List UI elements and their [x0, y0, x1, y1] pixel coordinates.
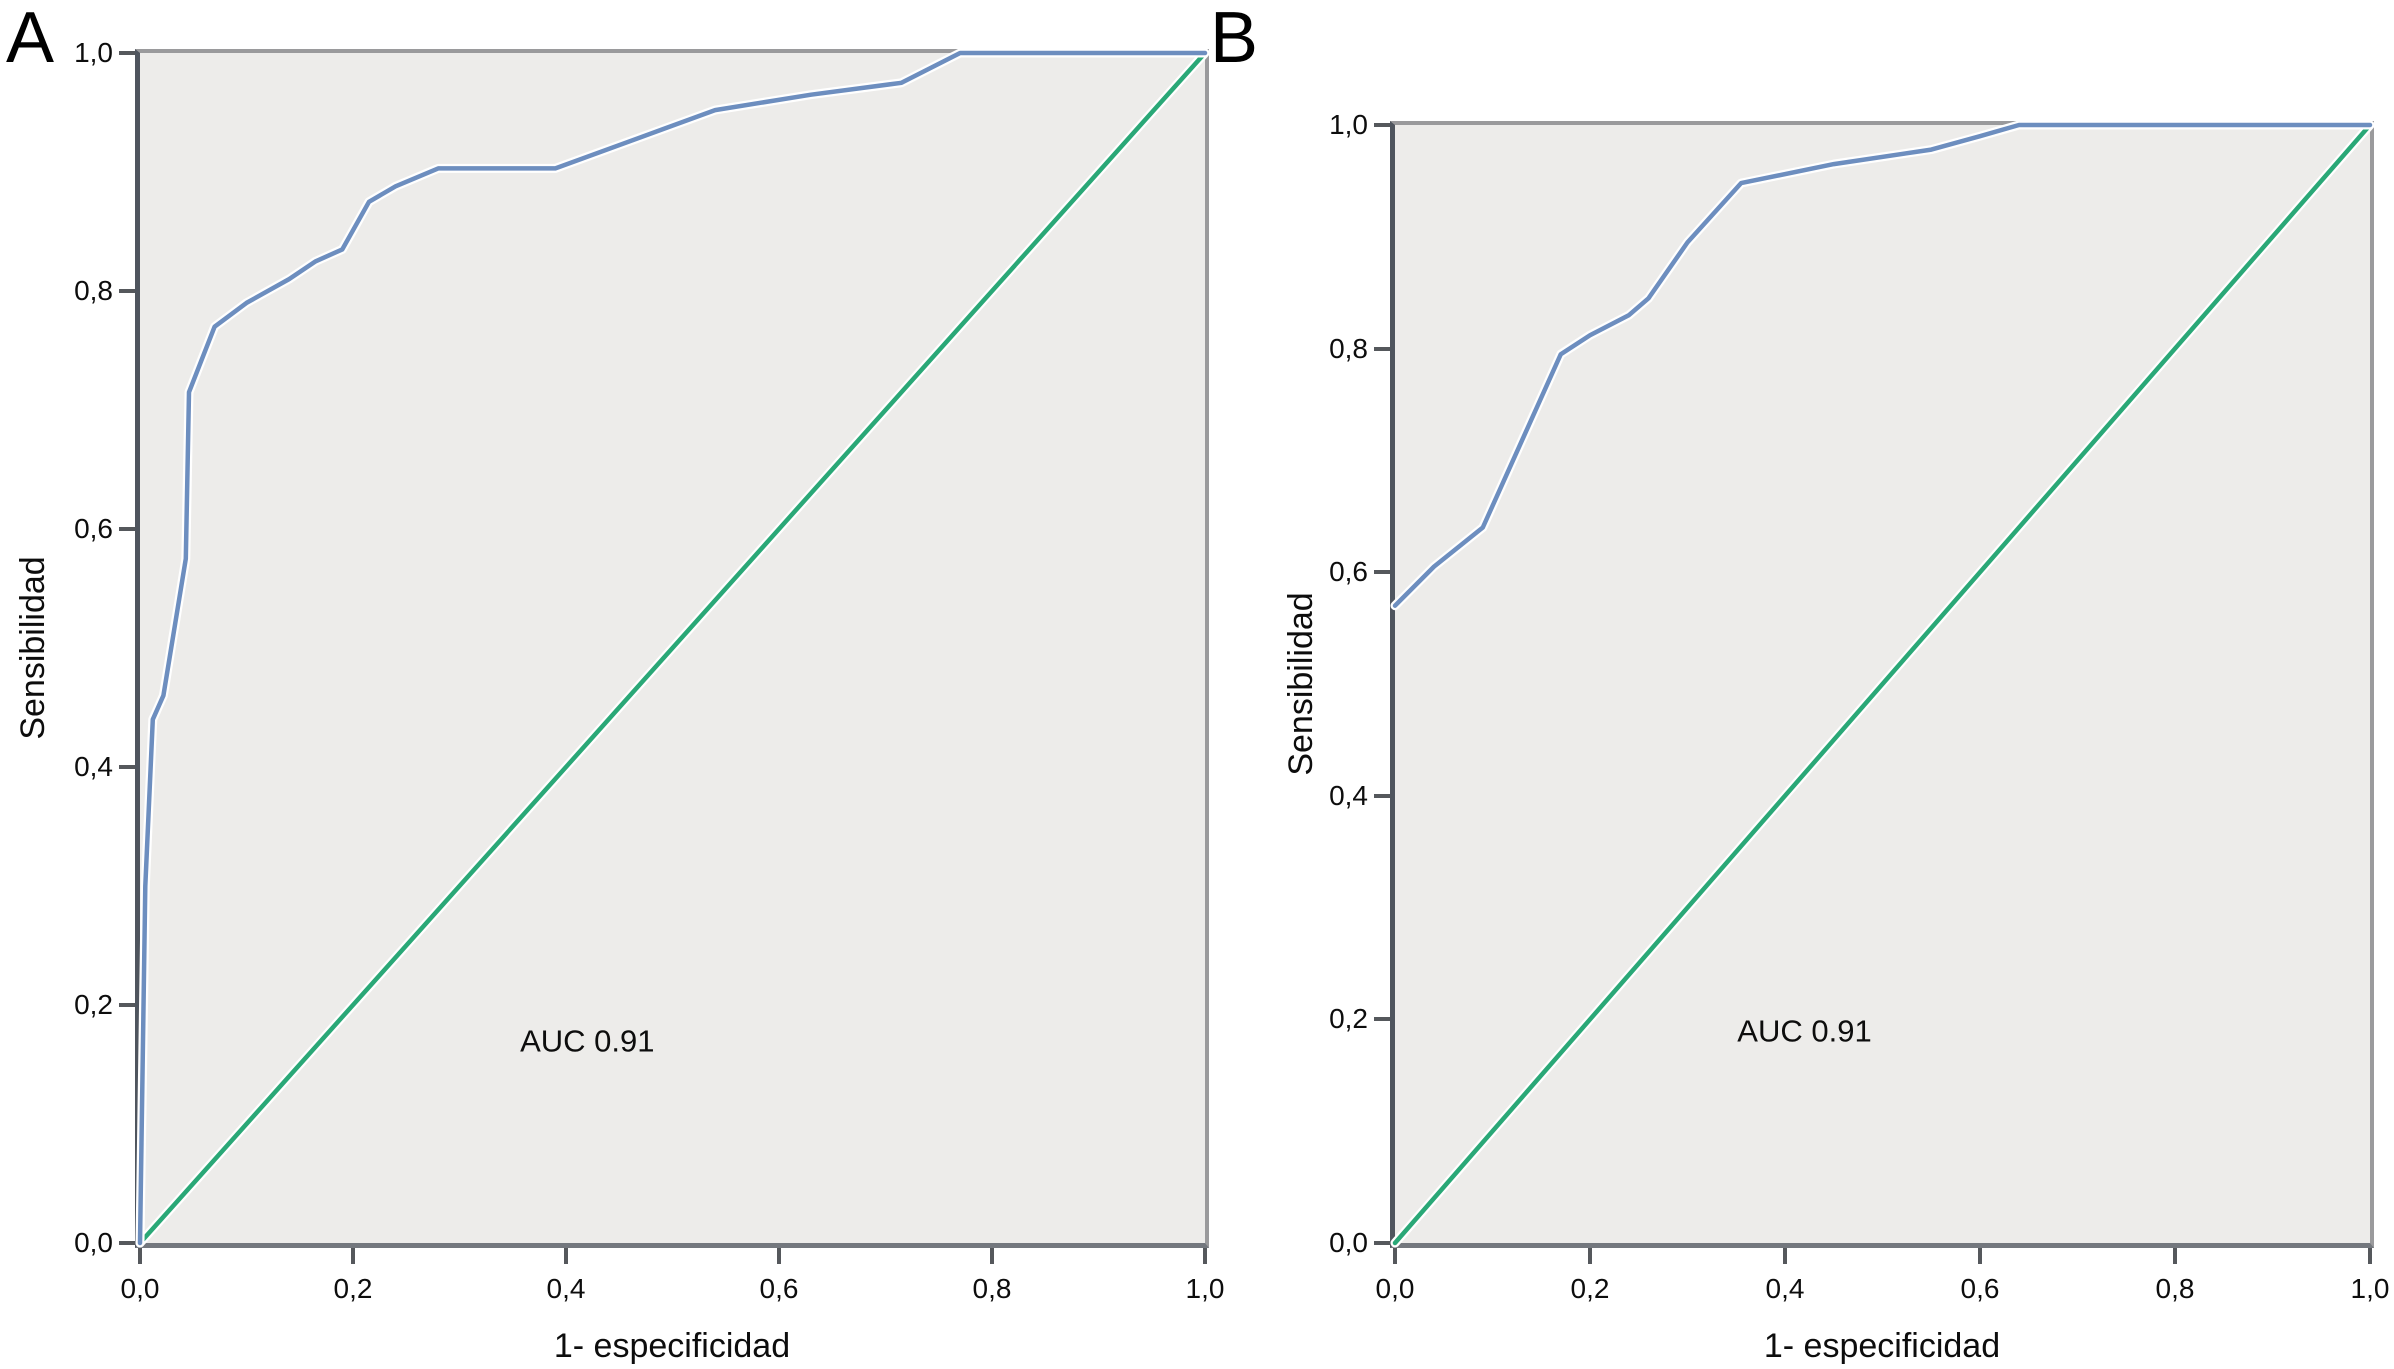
- panel-a-x-tick-mark: [351, 1248, 355, 1264]
- panel-a-y-tick-mark: [119, 289, 135, 293]
- panel-a-y-tick-mark: [119, 1003, 135, 1007]
- panel-a-y-tick-label: 0,4: [74, 751, 113, 782]
- panel-b-x-tick-mark: [2368, 1248, 2372, 1264]
- panel-a-x-axis-title: 1- especificidad: [553, 1327, 791, 1365]
- panel-b-y-tick-mark: [1374, 123, 1390, 127]
- roc-chart-b: [1390, 120, 2375, 1248]
- panel-b-x-tick-label: 0,8: [2155, 1273, 2195, 1304]
- panel-b-y-tick-mark: [1374, 1017, 1390, 1022]
- panel-a-x-tick-label: 0,0: [120, 1273, 160, 1304]
- panel-a-plot-area: [135, 48, 1210, 1248]
- panel-b-y-tick-mark: [1374, 570, 1390, 575]
- panel-a-x-tick-label: 0,4: [546, 1273, 586, 1304]
- panel-b-x-axis-title: 1- especificidad: [1763, 1327, 2001, 1365]
- reference-diagonal: [137, 50, 1208, 1246]
- panel-a-x-tick-label: 0,6: [759, 1273, 799, 1304]
- reference-diagonal: [1392, 122, 2373, 1246]
- panel-a-y-tick-mark: [119, 51, 135, 55]
- panel-b-x-tick-mark: [1393, 1248, 1397, 1264]
- panel-b-y-tick-label: 0,8: [1329, 332, 1368, 364]
- panel-b-y-tick-label: 0,6: [1329, 556, 1368, 588]
- panel-a-x-tick-mark: [1203, 1248, 1207, 1264]
- panel-a-y-tick-label: 0,8: [74, 275, 113, 306]
- panel-b-y-tick-mark: [1374, 793, 1390, 798]
- panel-a-y-tick-mark: [119, 527, 135, 531]
- panel-b-y-tick-label: 1,0: [1329, 109, 1368, 140]
- panel-b-x-tick-label: 0,4: [1765, 1273, 1805, 1304]
- panel-a-y-tick-mark: [119, 1241, 135, 1245]
- panel-b-y-tick-mark: [1374, 1241, 1390, 1245]
- roc-chart-a: [135, 48, 1210, 1248]
- panel-a-y-tick-label: 0,2: [74, 989, 113, 1020]
- roc-curve-halo: [1390, 120, 2375, 611]
- panel-b-plot-area: [1390, 120, 2375, 1248]
- panel-a-y-tick-mark: [119, 765, 135, 769]
- panel-b-x-tick-mark: [2173, 1248, 2177, 1264]
- panel-b-y-tick-mark: [1374, 346, 1390, 351]
- panel-b-x-tick-label: 0,6: [1960, 1273, 2000, 1304]
- panel-b-letter: B: [1210, 0, 1259, 78]
- panel-a-y-tick-label: 0,6: [74, 513, 113, 544]
- panel-b-x-tick-label: 1,0: [2350, 1273, 2390, 1304]
- panel-a-y-axis-title: Sensibilidad: [14, 556, 52, 740]
- panel-a-y-tick-label: 0,0: [74, 1227, 113, 1258]
- panel-b-y-axis-title: Sensibilidad: [1282, 592, 1320, 776]
- panel-b-x-tick-label: 0,0: [1375, 1273, 1415, 1304]
- panel-b-x-tick-mark: [1978, 1248, 1982, 1264]
- panel-b-y-tick-label: 0,4: [1329, 779, 1368, 811]
- panel-b-y-tick-label: 0,0: [1329, 1227, 1368, 1258]
- panel-b-x-tick-label: 0,2: [1570, 1273, 1610, 1304]
- panel-b-x-tick-mark: [1588, 1248, 1592, 1264]
- panel-a-x-tick-label: 0,2: [333, 1273, 373, 1304]
- roc-curve: [1392, 122, 2373, 608]
- panel-a-letter: A: [6, 0, 55, 78]
- panel-a-x-tick-mark: [777, 1248, 781, 1264]
- roc-curve: [137, 50, 1208, 1246]
- panel-a-x-tick-label: 0,8: [972, 1273, 1012, 1304]
- panel-a-auc-annotation: AUC 0.91: [520, 1023, 655, 1059]
- panel-a-x-tick-label: 1,0: [1185, 1273, 1225, 1304]
- panel-a-x-tick-mark: [564, 1248, 568, 1264]
- panel-a-x-tick-mark: [138, 1248, 142, 1264]
- panel-a-y-tick-label: 1,0: [74, 37, 113, 68]
- panel-b-y-tick-label: 0,2: [1329, 1003, 1368, 1035]
- panel-b-x-tick-mark: [1783, 1248, 1787, 1264]
- panel-a-x-tick-mark: [990, 1248, 994, 1264]
- panel-b-auc-annotation: AUC 0.91: [1737, 1013, 1872, 1049]
